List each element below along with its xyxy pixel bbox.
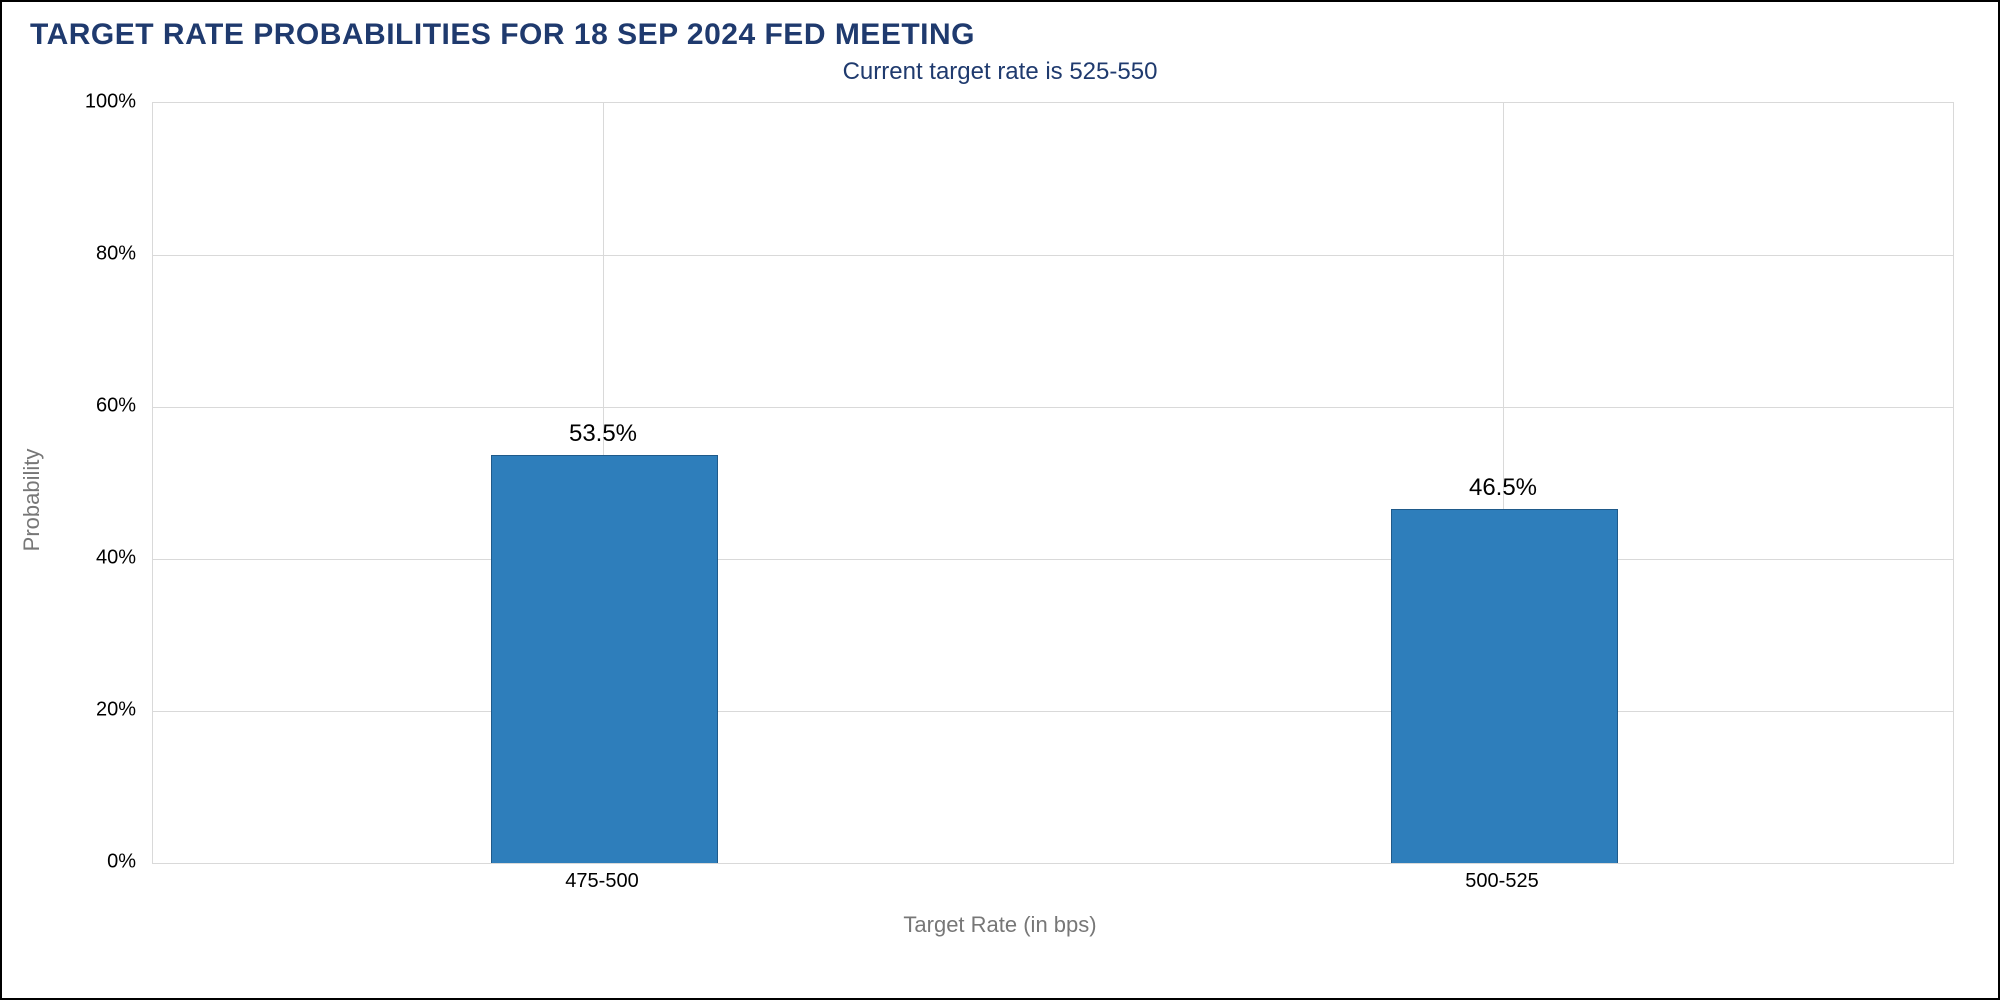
- chart-subtitle: Current target rate is 525-550: [2, 58, 1998, 86]
- plot-area: 53.5% 46.5%: [152, 102, 1954, 864]
- bar: [1391, 509, 1618, 863]
- x-axis-title: Target Rate (in bps): [2, 912, 1998, 938]
- chart-title: TARGET RATE PROBABILITIES FOR 18 SEP 202…: [30, 18, 975, 52]
- y-tick-label: 40%: [66, 547, 136, 570]
- y-tick-label: 20%: [66, 699, 136, 722]
- bar-value-label: 53.5%: [569, 420, 637, 456]
- x-tick-label: 500-525: [1465, 870, 1538, 893]
- gridline-y: [153, 255, 1953, 256]
- gridline-y: [153, 407, 1953, 408]
- x-tick-label: 475-500: [565, 870, 638, 893]
- y-tick-label: 80%: [66, 243, 136, 266]
- bar: [491, 455, 718, 863]
- chart-frame: TARGET RATE PROBABILITIES FOR 18 SEP 202…: [0, 0, 2000, 1000]
- y-tick-label: 100%: [66, 91, 136, 114]
- y-tick-label: 0%: [66, 851, 136, 874]
- gridline-y: [153, 711, 1953, 712]
- y-tick-label: 60%: [66, 395, 136, 418]
- bar-value-label: 46.5%: [1469, 474, 1537, 510]
- y-axis-title: Probability: [19, 449, 45, 552]
- gridline-y: [153, 559, 1953, 560]
